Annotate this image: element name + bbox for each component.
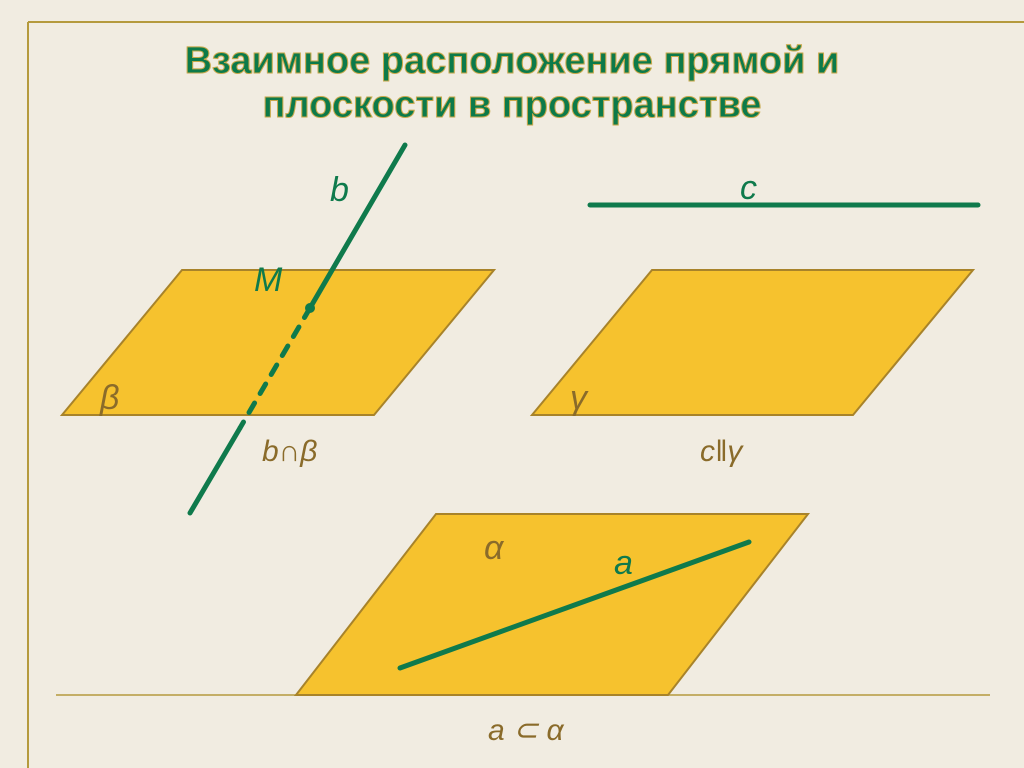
line-b-label: b bbox=[330, 171, 349, 210]
caption-beta: b∩β bbox=[262, 435, 317, 469]
plane-gamma-label: γ bbox=[570, 379, 587, 418]
plane-alpha-label: α bbox=[484, 529, 503, 568]
line-c-label: c bbox=[740, 169, 757, 208]
point-M-label: М bbox=[254, 261, 282, 300]
plane-beta-label: β bbox=[100, 379, 119, 418]
title-line-1: Взаимное расположение прямой и bbox=[0, 40, 1024, 83]
caption-alpha: a ⊂ α bbox=[488, 713, 564, 748]
title-line-2: плоскости в пространстве bbox=[0, 84, 1024, 127]
line-b-bottom bbox=[190, 428, 240, 513]
plane-gamma bbox=[532, 270, 973, 415]
caption-gamma: c‖γ bbox=[700, 435, 742, 469]
line-a-label: a bbox=[614, 544, 633, 583]
point-M bbox=[305, 303, 315, 313]
plane-alpha bbox=[296, 514, 808, 695]
